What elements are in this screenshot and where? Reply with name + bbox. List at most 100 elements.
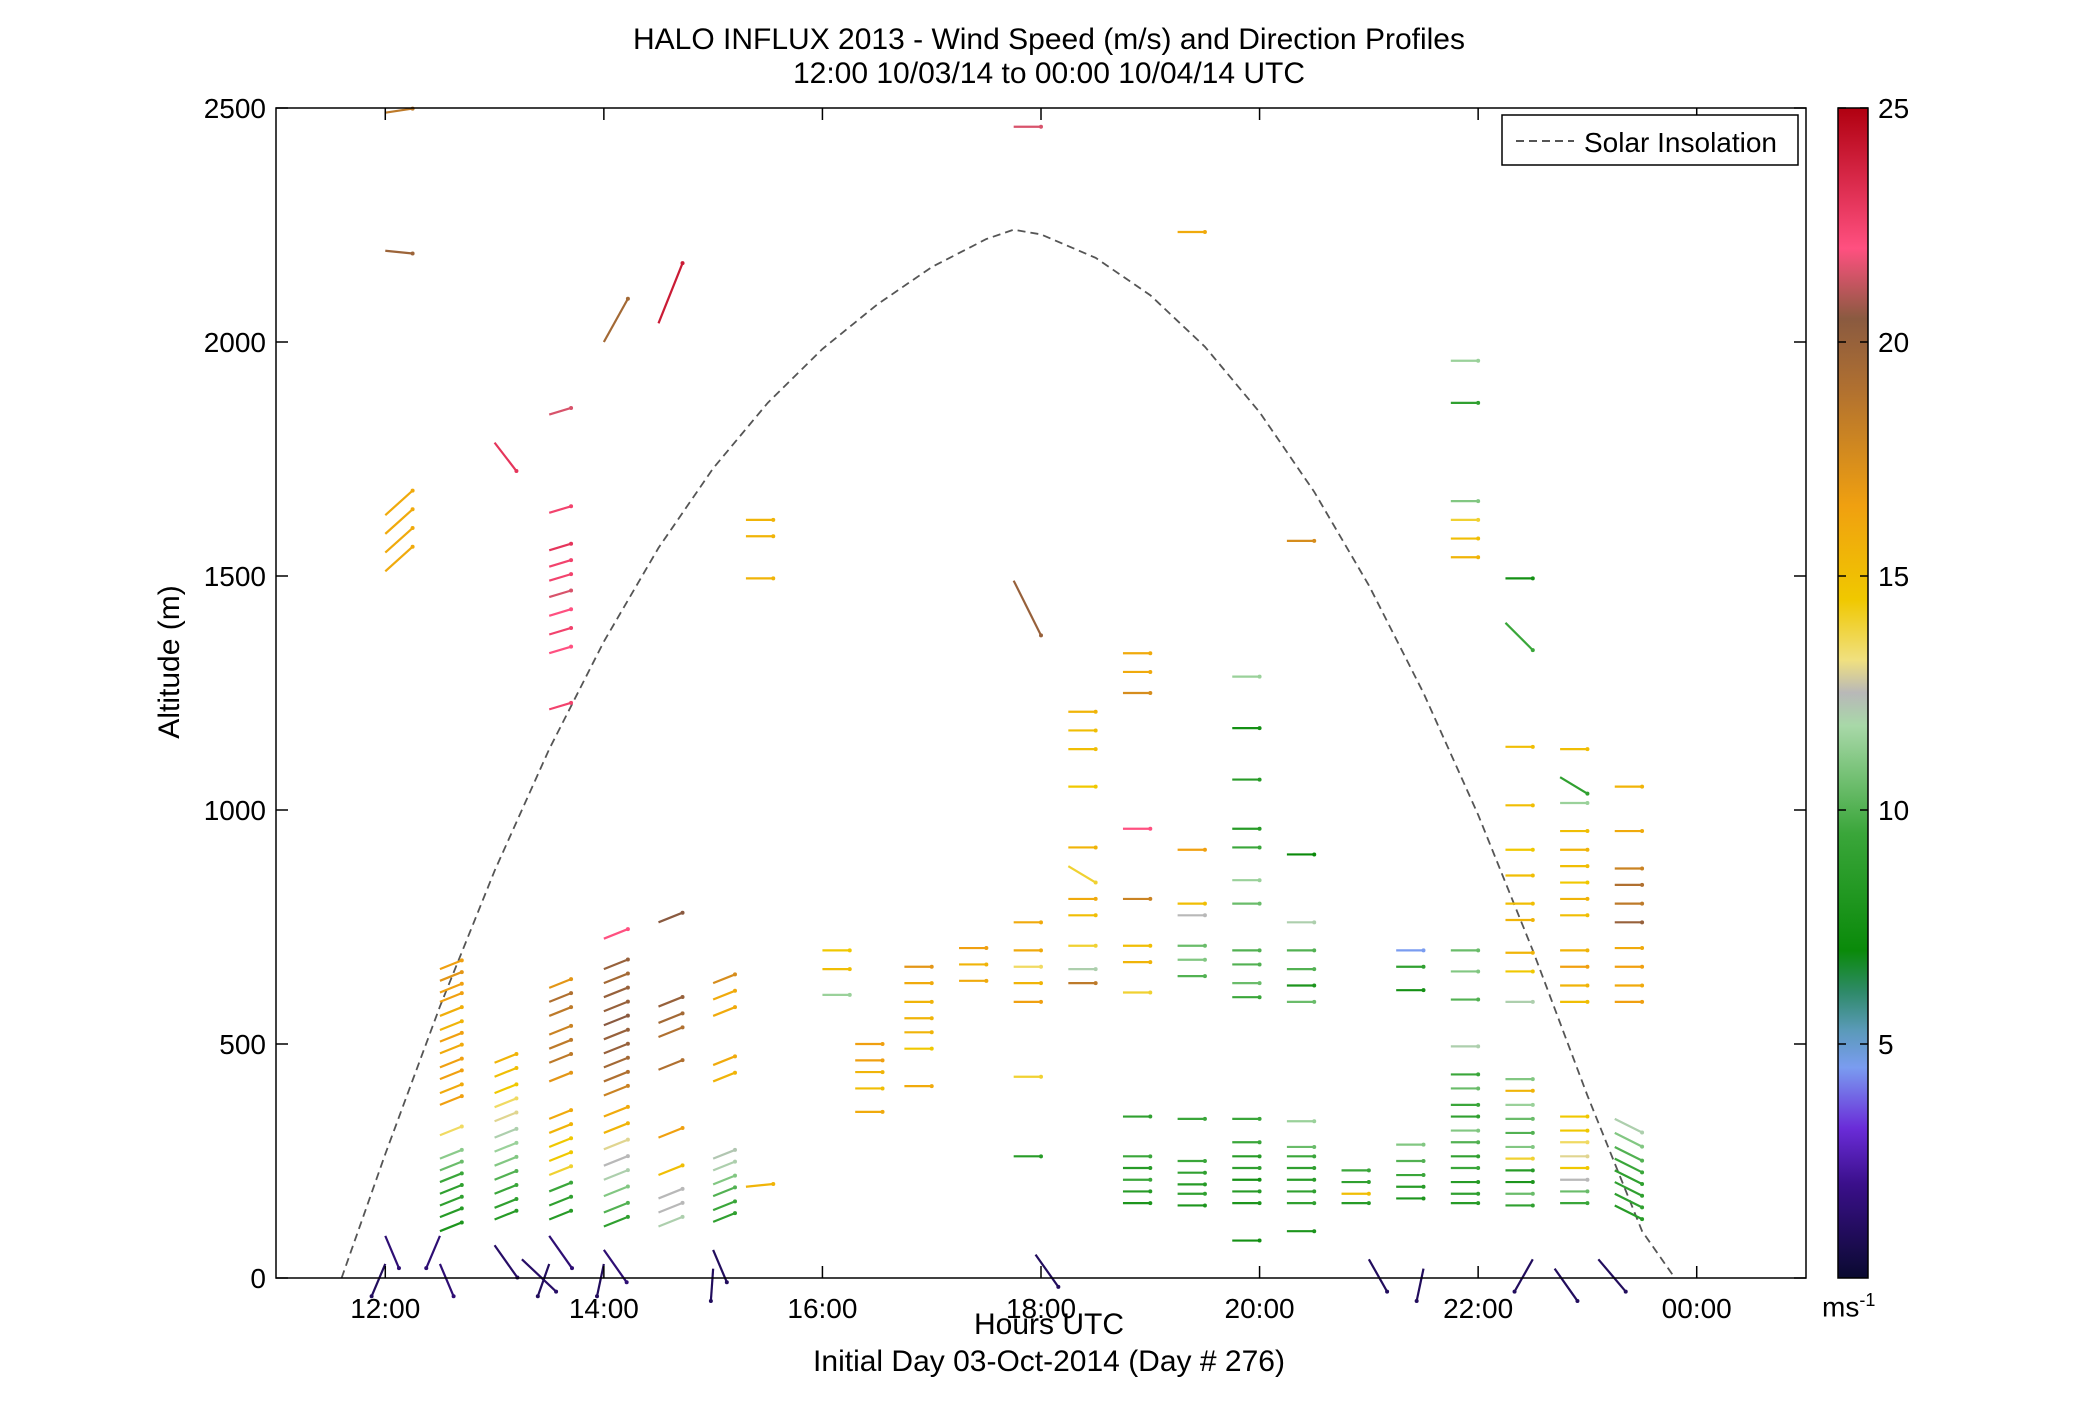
wind-barb-tip bbox=[569, 1122, 574, 1127]
wind-barb-tip bbox=[625, 1121, 630, 1126]
wind-barb-tip bbox=[1257, 1116, 1262, 1121]
wind-barb bbox=[439, 1148, 463, 1160]
wind-barb-tip bbox=[1476, 1114, 1481, 1119]
wind-barb-tip bbox=[1640, 1144, 1645, 1149]
wind-barb bbox=[548, 701, 572, 711]
wind-barb bbox=[712, 1148, 736, 1160]
legend-label: Solar Insolation bbox=[1584, 127, 1777, 158]
wind-barb-tip bbox=[1585, 880, 1590, 885]
wind-barb bbox=[712, 1055, 736, 1067]
colorbar: 5 10 15 20 25 bbox=[1837, 93, 1909, 1279]
wind-barb bbox=[439, 971, 463, 982]
wind-barb-tip bbox=[771, 517, 776, 522]
wind-barb bbox=[603, 1084, 629, 1097]
wind-barb-tip bbox=[459, 1042, 464, 1047]
wind-barb-tip bbox=[771, 534, 776, 539]
wind-barb-tip bbox=[680, 261, 685, 266]
wind-barb-tip bbox=[625, 1041, 630, 1046]
colorbar-tick-label: 5 bbox=[1878, 1029, 1894, 1060]
wind-barb bbox=[494, 1066, 517, 1078]
wind-barb bbox=[548, 1195, 572, 1207]
wind-barb-tip bbox=[1148, 669, 1153, 674]
wind-barb bbox=[712, 1160, 736, 1172]
wind-barb-tip bbox=[625, 1069, 630, 1074]
wind-barb-tip bbox=[514, 1096, 519, 1101]
wind-barb bbox=[603, 1155, 629, 1167]
wind-barb bbox=[712, 1186, 736, 1198]
wind-barb-tip bbox=[1039, 948, 1043, 953]
wind-barb bbox=[603, 1042, 629, 1055]
wind-barb bbox=[439, 1020, 463, 1031]
wind-barb-tip bbox=[410, 526, 415, 531]
wind-barb-tip bbox=[1530, 1180, 1535, 1185]
wind-barb-tip bbox=[1257, 1201, 1262, 1206]
wind-barb-tip bbox=[1093, 728, 1098, 733]
wind-barb-tip bbox=[459, 991, 464, 996]
colorbar-unit-exponent: -1 bbox=[1859, 1290, 1876, 1310]
wind-barb-tip bbox=[459, 1147, 464, 1152]
surface-wind-barb bbox=[536, 1263, 551, 1297]
wind-barb-tip bbox=[1257, 948, 1262, 953]
wind-barb-tip bbox=[1093, 981, 1098, 986]
wind-barb-tip bbox=[1530, 999, 1535, 1004]
wind-barb-tip bbox=[984, 946, 989, 951]
wind-barb-tip bbox=[1530, 847, 1535, 852]
wind-barb bbox=[548, 589, 572, 599]
wind-barb-tip bbox=[569, 1070, 574, 1075]
wind-barb-tip bbox=[1148, 1114, 1153, 1119]
wind-barb-tip bbox=[1640, 1158, 1645, 1163]
y-tick-label: 0 bbox=[250, 1263, 266, 1294]
wind-barb-tip bbox=[1530, 803, 1535, 808]
wind-barb-tip bbox=[1039, 1154, 1043, 1159]
wind-barb-tip bbox=[680, 1025, 685, 1030]
wind-barb bbox=[1614, 1157, 1643, 1174]
surface-wind-barb-tip bbox=[1623, 1289, 1628, 1294]
wind-barb-tip bbox=[1202, 943, 1207, 948]
wind-barb bbox=[548, 505, 572, 514]
wind-barb-tip bbox=[569, 541, 574, 546]
wind-barb bbox=[439, 959, 463, 971]
wind-barb bbox=[384, 508, 414, 535]
wind-barb-tip bbox=[569, 1164, 574, 1169]
wind-barb bbox=[658, 1164, 683, 1177]
wind-barb-tip bbox=[1476, 1140, 1481, 1145]
surface-wind-barb-tip bbox=[624, 1280, 629, 1285]
wind-barb-tip bbox=[625, 1168, 630, 1173]
wind-barb bbox=[658, 1059, 683, 1071]
wind-barb bbox=[603, 1056, 629, 1069]
surface-wind-barb-tip bbox=[708, 1298, 713, 1303]
wind-barb-tip bbox=[1585, 1154, 1590, 1159]
wind-barb-tip bbox=[569, 1180, 574, 1185]
wind-barb-tip bbox=[1476, 499, 1481, 504]
wind-barb-tip bbox=[1640, 882, 1645, 887]
wind-barb bbox=[548, 1151, 572, 1163]
wind-barb-tip bbox=[1476, 400, 1481, 405]
wind-barb-tip bbox=[1093, 880, 1098, 885]
wind-barb-tip bbox=[880, 1042, 885, 1046]
wind-barb bbox=[603, 1014, 629, 1027]
wind-barb bbox=[548, 1123, 572, 1134]
wind-barb-tip bbox=[1312, 1229, 1317, 1234]
wind-barb-tip bbox=[459, 1194, 464, 1199]
wind-barb-tip bbox=[1530, 1102, 1535, 1107]
wind-barb-tip bbox=[1530, 576, 1535, 581]
wind-barb-tip bbox=[514, 1051, 519, 1056]
wind-barb-tip bbox=[1476, 1128, 1481, 1133]
wind-barb-tip bbox=[1530, 1144, 1535, 1149]
wind-barb-tip bbox=[1421, 1159, 1426, 1163]
wind-barb-tip bbox=[733, 1185, 737, 1190]
wind-barb-tip bbox=[1202, 1203, 1207, 1208]
wind-barb-tip bbox=[569, 1051, 574, 1056]
wind-barb-tip bbox=[569, 1208, 574, 1213]
surface-wind-barb bbox=[1553, 1268, 1579, 1302]
wind-barb-tip bbox=[1202, 957, 1207, 962]
wind-barb-tip bbox=[410, 488, 415, 493]
wind-barb-tip bbox=[1148, 1189, 1153, 1194]
wind-barb-tip bbox=[569, 1037, 574, 1042]
wind-barb-tip bbox=[1039, 1074, 1043, 1079]
wind-barb-tip bbox=[1530, 1130, 1535, 1135]
wind-barb-tip bbox=[569, 991, 574, 996]
surface-wind-barb bbox=[602, 1249, 628, 1283]
wind-barb-tip bbox=[569, 1136, 574, 1141]
wind-barb-tip bbox=[1476, 948, 1481, 953]
